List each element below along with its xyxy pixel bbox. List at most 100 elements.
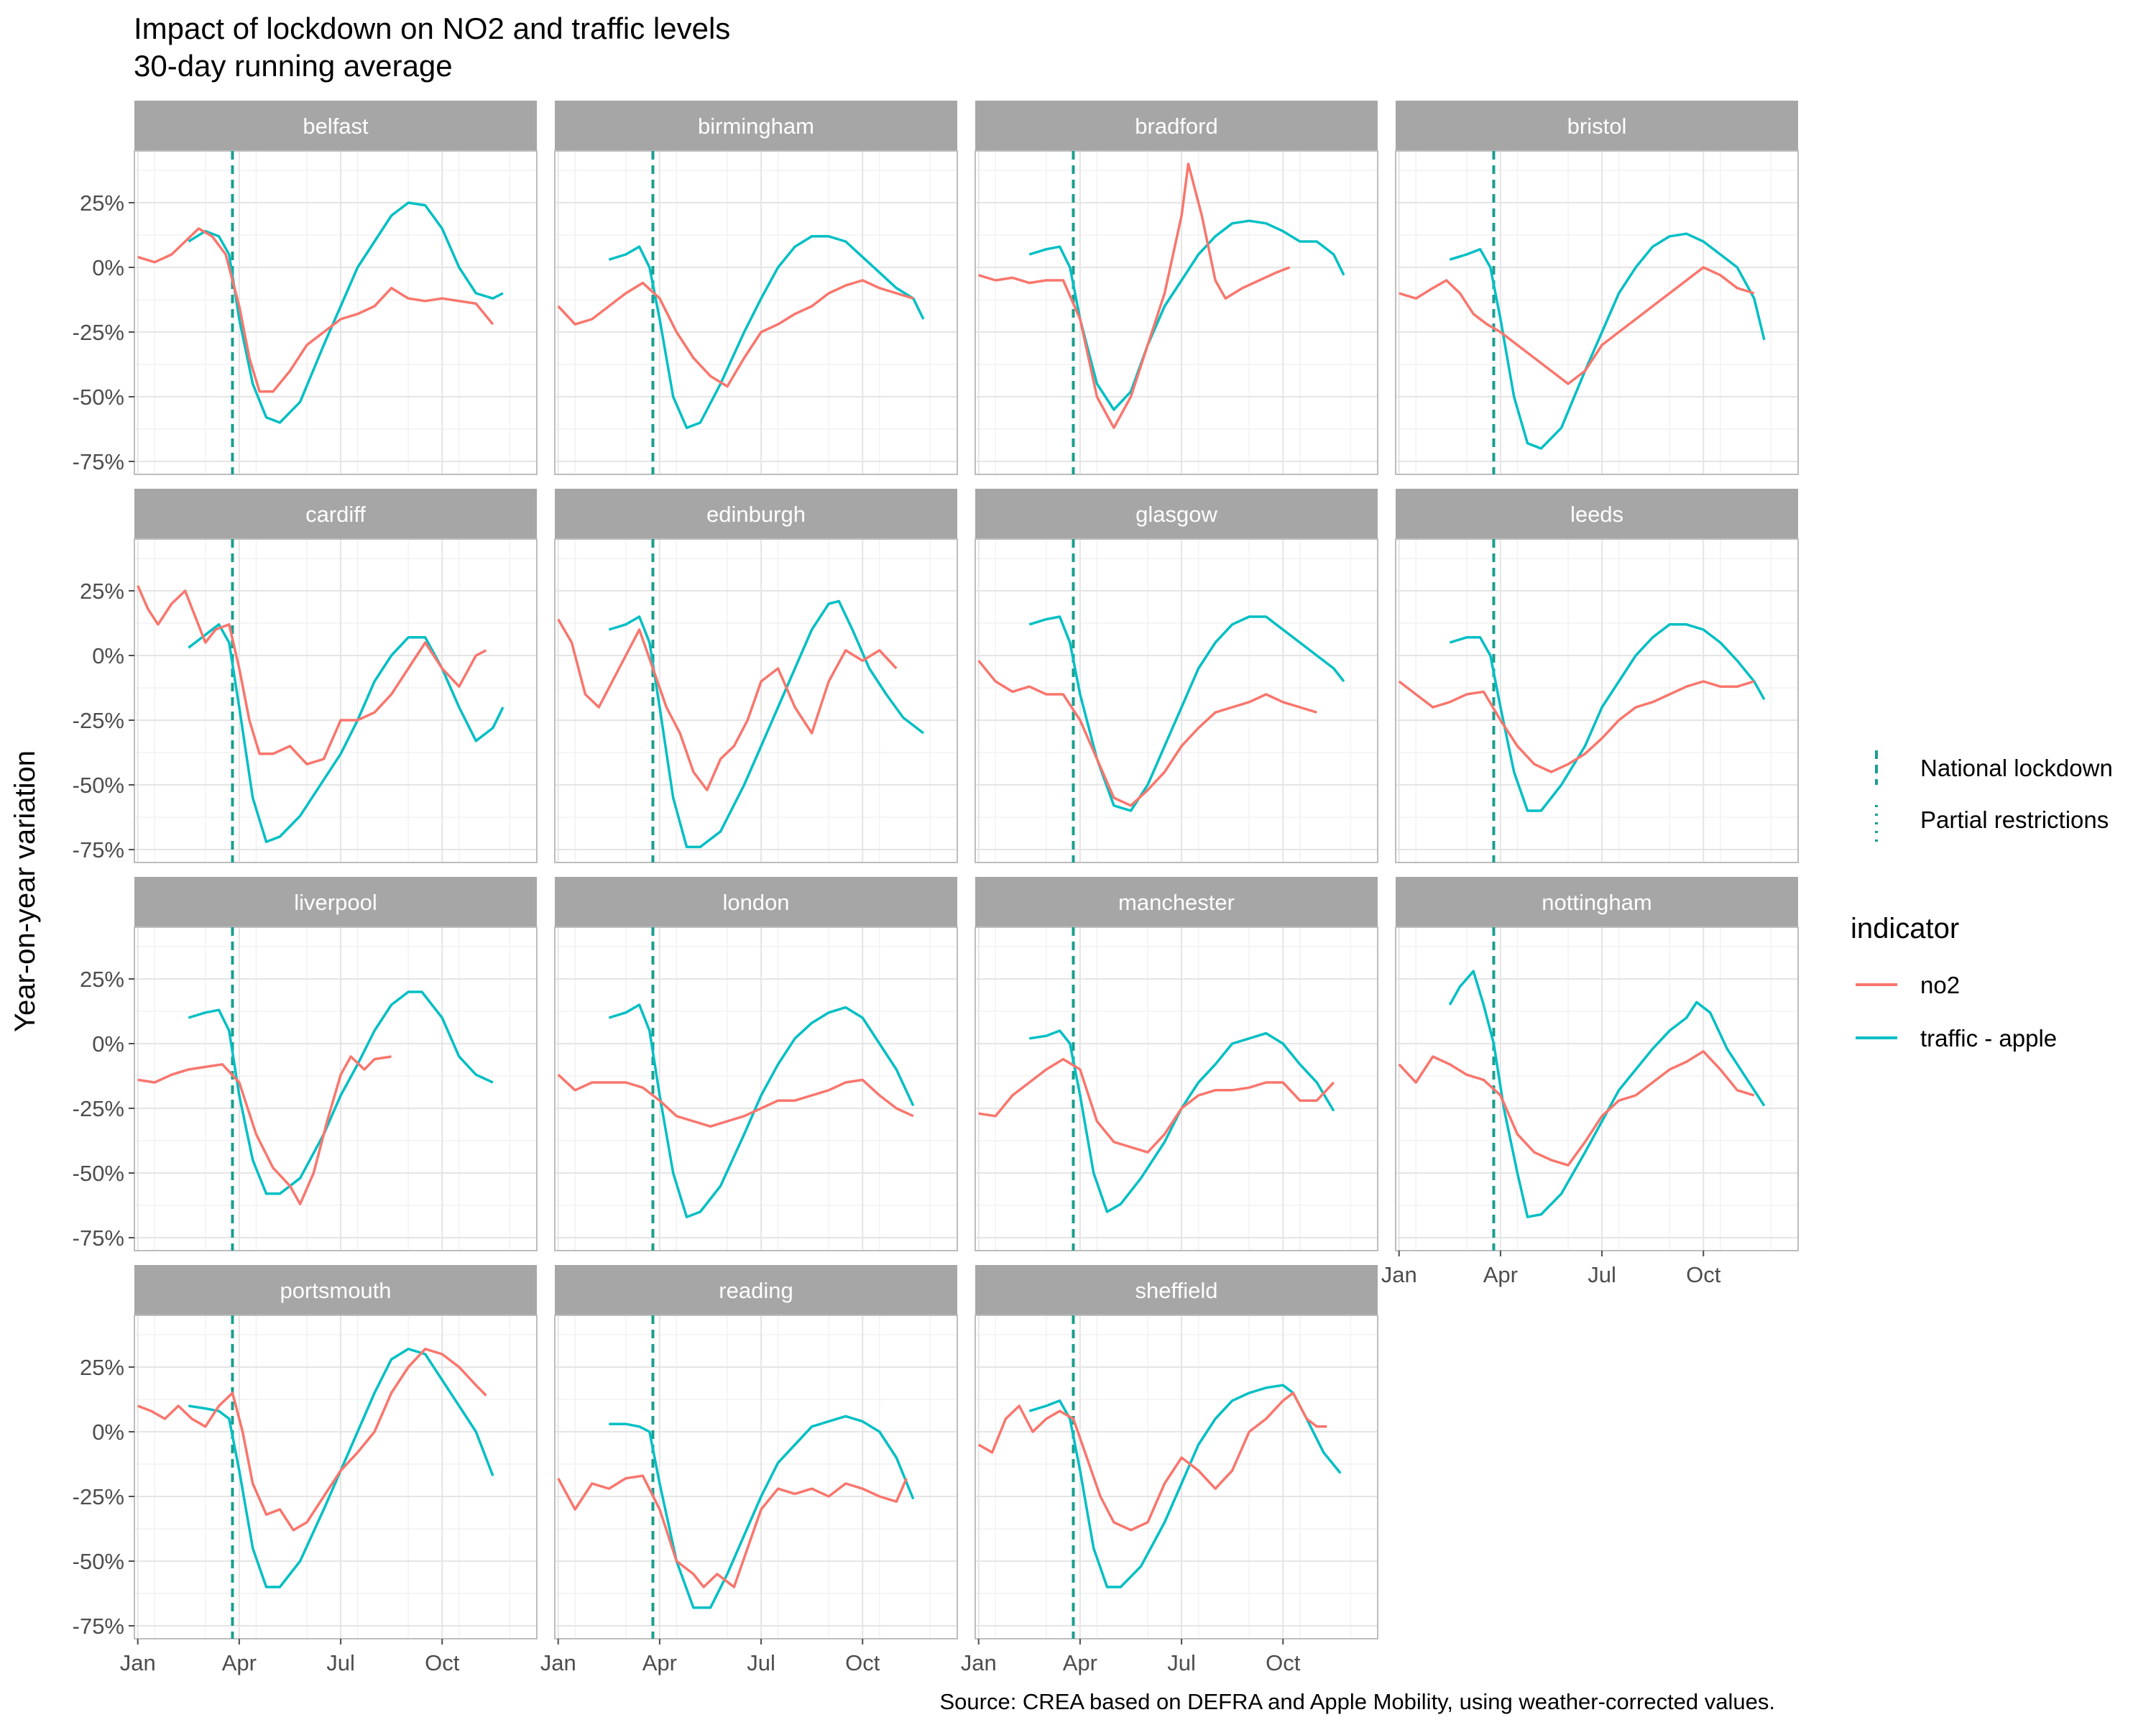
facet-strip-label: liverpool [294,890,377,915]
facet-strip-label: cardiff [305,502,366,527]
panel-border [134,926,538,1251]
x-tick-label: Jul [1588,1262,1616,1287]
y-tick-label: -75% [73,1614,124,1639]
facet-strip [975,489,1378,539]
y-tick-label: 25% [80,190,124,216]
legend-national-lockdown-label: National lockdown [1920,755,2113,781]
panel-border [975,538,1378,863]
panel-border [554,926,958,1251]
legend: National lockdown Partial restrictions i… [1851,750,2113,1052]
y-tick-label: -50% [73,1161,124,1186]
x-tick-label: Jul [747,1650,775,1675]
x-tick-label: Apr [642,1650,677,1675]
series-line-no2 [978,162,1291,429]
series-line-no2 [557,1474,908,1588]
facet-strip [555,1265,957,1315]
series-line-traffic [1448,970,1766,1218]
panel-manchester: manchester [975,877,1378,1251]
y-tick-label: -25% [73,320,124,345]
legend-indicator-title: indicator [1851,913,1959,944]
panel-border [134,150,538,475]
x-tick-label: Jan [1381,1262,1417,1287]
y-tick-label: -50% [73,385,124,410]
facet-strip [555,101,957,151]
series-line-no2 [557,1073,914,1128]
panel-border [975,1315,1378,1639]
panel-bradford: bradford [975,101,1378,475]
panel-border [1395,150,1799,475]
panel-leeds: leeds [1395,489,1799,863]
panel-bristol: bristol [1395,101,1799,475]
facet-strip [555,489,957,539]
facet-strip [134,101,537,151]
y-tick-label: 0% [92,1420,124,1445]
facet-strip [1396,877,1798,927]
series-line-traffic [188,1348,494,1588]
panel-border [1395,538,1799,863]
panel-sheffield: sheffield Jan Apr Jul Oct [961,1265,1378,1675]
y-tick-label: 0% [92,643,124,668]
series-line-no2 [557,279,914,388]
series-line-traffic [1028,219,1345,411]
series-line-no2 [137,1055,392,1205]
panel-reading: reading Jan Apr Jul Oct [540,1265,958,1675]
facet-strip-label: bradford [1135,114,1217,139]
series-line-traffic [1449,623,1766,812]
x-tick-label: Jul [326,1650,355,1675]
facet-strip-label: bristol [1567,114,1627,139]
facet-strip-label: sheffield [1135,1278,1218,1303]
y-tick-label: -25% [73,708,124,733]
x-tick-label: Jan [120,1650,156,1675]
y-tick-label: 0% [92,255,124,280]
facet-strip-label: glasgow [1135,502,1217,527]
series-line-no2 [137,227,494,393]
series-line-no2 [137,585,487,765]
series-line-traffic [1028,615,1345,812]
facet-strip [1396,101,1798,151]
y-tick-label: 0% [92,1031,124,1057]
facet-strip-label: nottingham [1542,890,1651,915]
x-tick-label: Apr [222,1650,257,1675]
facet-strip-label: london [722,890,789,915]
x-tick-label: Oct [425,1650,460,1675]
panel-birmingham: birmingham [554,101,958,475]
y-tick-label: 25% [80,579,124,604]
facet-strip [975,877,1378,927]
panel-london: london [554,877,958,1251]
facet-strip-label: leeds [1570,502,1623,527]
panel-cardiff: cardiff 25% 0% -25% -50% -75% [73,489,538,863]
series-line-no2 [557,618,898,791]
series-line-no2 [1398,1050,1755,1167]
panel-liverpool: liverpool 25% 0% -25% -50% -75% [73,877,538,1251]
panel-border [554,150,958,475]
x-tick-label: Apr [1483,1262,1518,1287]
y-tick-label: -25% [73,1484,124,1509]
series-line-no2 [977,660,1317,807]
y-tick-label: 25% [80,967,124,992]
panel-portsmouth: portsmouth 25% 0% -25% -50% -75% Jan Apr Jul Oct [73,1265,538,1675]
series-line-no2 [978,1057,1335,1154]
facet-strip-label: birmingham [698,114,814,139]
series-line-traffic [1029,1029,1335,1213]
source-caption: Source: CREA based on DEFRA and Apple Mo… [939,1689,1775,1714]
facet-strip [1396,489,1798,539]
panel-border [134,1315,538,1639]
panel-border [134,538,538,863]
panel-border [554,1315,958,1639]
y-tick-label: -50% [73,773,124,798]
series-line-traffic [1028,1384,1342,1588]
facet-strip-label: manchester [1118,890,1235,915]
y-tick-label: -75% [73,837,124,862]
x-tick-label: Jan [961,1650,997,1675]
facet-strip-label: portsmouth [280,1278,391,1303]
panel-border [975,150,1378,475]
series-line-traffic [608,235,925,429]
series-line-no2 [977,1392,1327,1532]
panel-border [554,538,958,863]
legend-traffic-label: traffic - apple [1920,1025,2057,1052]
facet-strip [975,1265,1378,1315]
series-line-traffic [609,1414,915,1609]
x-tick-label: Jan [540,1650,576,1675]
panel-edinburgh: edinburgh [554,489,958,863]
